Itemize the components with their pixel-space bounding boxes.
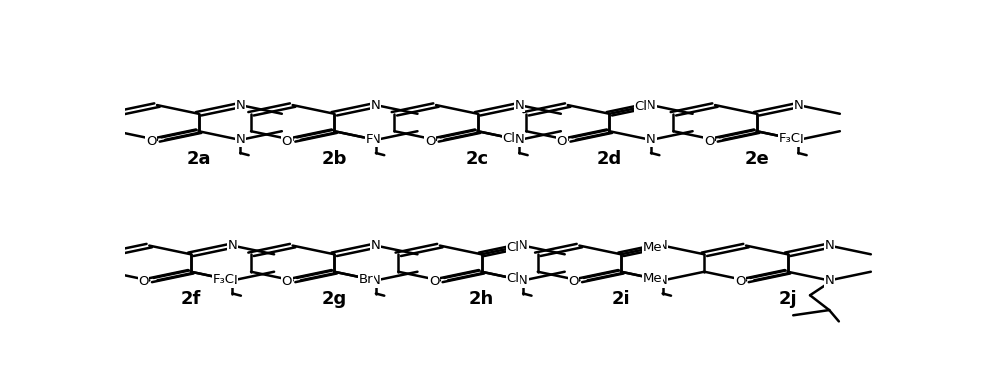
Text: N: N	[824, 239, 834, 252]
Text: N: N	[646, 134, 656, 146]
Text: N: N	[371, 99, 381, 112]
Text: N: N	[793, 99, 803, 112]
Text: N: N	[371, 134, 381, 146]
Text: N: N	[793, 134, 803, 146]
Text: Cl: Cl	[634, 100, 647, 113]
Text: O: O	[282, 135, 292, 147]
Text: O: O	[282, 275, 292, 288]
Text: N: N	[228, 274, 237, 287]
Text: Me: Me	[643, 241, 662, 254]
Text: Cl: Cl	[506, 272, 519, 285]
Text: Br: Br	[359, 273, 373, 286]
Text: N: N	[824, 274, 834, 287]
Text: 2j: 2j	[778, 290, 797, 308]
Text: N: N	[646, 99, 656, 112]
Text: N: N	[518, 274, 528, 287]
Text: 2d: 2d	[597, 150, 622, 168]
Text: 2g: 2g	[322, 290, 347, 308]
Text: 2a: 2a	[186, 150, 211, 168]
Text: N: N	[235, 99, 245, 112]
Text: N: N	[371, 239, 381, 252]
Text: N: N	[514, 134, 524, 146]
Text: Cl: Cl	[506, 241, 519, 254]
Text: 2c: 2c	[466, 150, 489, 168]
Text: O: O	[146, 135, 156, 147]
Text: Cl: Cl	[502, 132, 515, 145]
Text: O: O	[557, 135, 567, 147]
Text: 2b: 2b	[322, 150, 347, 168]
Text: N: N	[514, 99, 524, 112]
Text: O: O	[568, 275, 579, 288]
Text: F₃C: F₃C	[779, 132, 801, 145]
Text: N: N	[658, 239, 667, 252]
Text: 2i: 2i	[612, 290, 630, 308]
Text: O: O	[138, 275, 149, 288]
Text: Me: Me	[643, 272, 662, 285]
Text: O: O	[429, 275, 439, 288]
Text: O: O	[735, 275, 745, 288]
Text: N: N	[518, 239, 528, 252]
Text: N: N	[228, 239, 237, 252]
Text: F: F	[366, 133, 373, 146]
Text: 2e: 2e	[744, 150, 769, 168]
Text: N: N	[371, 274, 381, 287]
Text: 2f: 2f	[181, 290, 201, 308]
Text: F₃C: F₃C	[213, 273, 235, 286]
Text: N: N	[658, 274, 667, 287]
Text: 2h: 2h	[469, 290, 494, 308]
Text: O: O	[425, 135, 435, 147]
Text: O: O	[704, 135, 714, 147]
Text: N: N	[235, 134, 245, 146]
